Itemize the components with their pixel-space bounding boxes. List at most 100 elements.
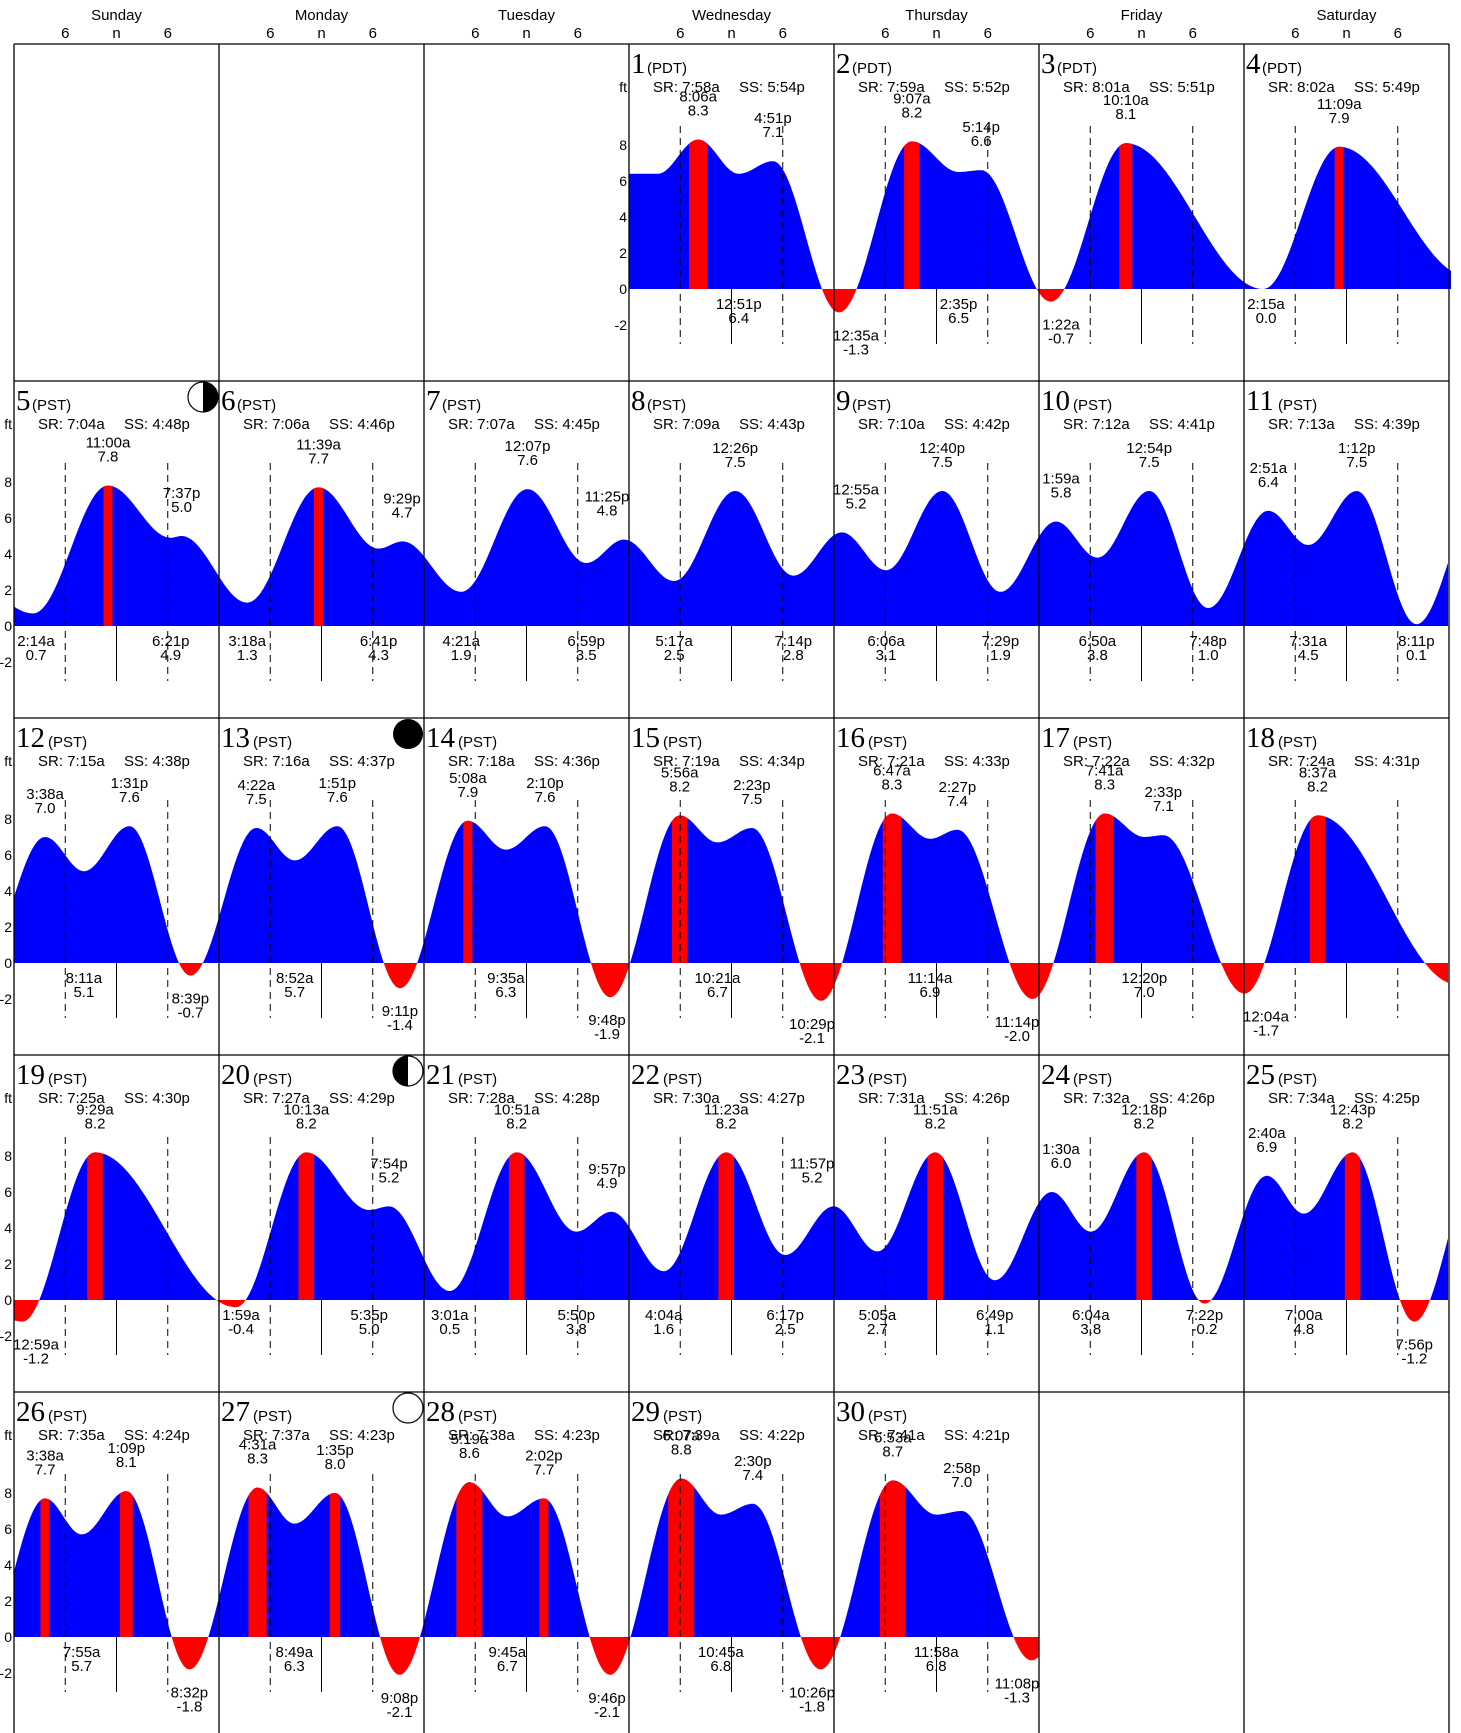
high-tide-height: 7.6 [535,789,556,806]
timezone-label: (PST) [647,397,686,414]
timezone-label: (PST) [458,1071,497,1088]
timezone-label: (PST) [852,397,891,414]
sunrise-time: SR: 8:01a [1063,79,1130,96]
day-number: 13 [221,722,250,754]
high-tide-time: 6:53a [874,1429,912,1446]
high-tide-height: 8.2 [1307,778,1328,795]
timezone-label: (PST) [48,734,87,751]
low-tide-time: 7:00a [1285,1307,1323,1324]
day-number: 22 [631,1059,660,1091]
low-tide-time: 12:51p [716,296,762,313]
high-tide-band [882,813,901,963]
high-tide-height: 7.5 [741,791,762,808]
low-tide-time: 8:39p [172,991,210,1008]
high-tide-time: 2:02p [525,1447,563,1464]
y-tick-label: 0 [4,1629,12,1645]
sunset-time: SS: 4:24p [124,1427,190,1444]
high-tide-height: 8.1 [116,1454,137,1471]
day-number: 14 [426,722,456,754]
y-tick-label: 6 [4,847,12,863]
low-tide-time: 4:21a [442,633,480,650]
day-number: 25 [1246,1059,1275,1091]
high-tide-time: 12:43p [1330,1101,1376,1118]
sunrise-time: SR: 7:04a [38,416,105,433]
timezone-label: (PST) [253,734,292,751]
weekday-label: Friday [1121,7,1163,24]
y-axis-unit: ft [4,753,12,769]
hour-tick-label: 6 [984,25,992,42]
low-tide-height: 6.3 [284,1658,305,1675]
high-tide-time: 4:31a [239,1437,277,1454]
high-tide-time: 2:30p [734,1453,772,1470]
high-tide-height: 7.4 [742,1467,763,1484]
y-axis-unit: ft [4,1090,12,1106]
high-tide-time: 1:35p [316,1442,354,1459]
low-tide-height: -1.9 [594,1026,620,1043]
day-number: 4 [1246,48,1261,80]
low-tide-height: 2.5 [664,647,685,664]
y-tick-label: 4 [4,1220,12,1236]
high-tide-height: 8.7 [882,1443,903,1460]
high-tide-band [103,485,113,626]
y-tick-label: 6 [4,1521,12,1537]
high-tide-height: 8.3 [1094,777,1115,794]
day-number: 19 [16,1059,45,1091]
day-number: 3 [1041,48,1056,80]
high-tide-height: 8.3 [247,1451,268,1468]
high-tide-height: 8.2 [925,1115,946,1132]
hour-tick-label: 6 [1086,25,1094,42]
low-tide-time: 9:46p [588,1690,626,1707]
low-tide-height: 6.8 [926,1658,947,1675]
sunrise-time: SR: 7:12a [1063,416,1130,433]
sunrise-time: SR: 7:37a [243,1427,310,1444]
day-number: 28 [426,1396,455,1428]
high-tide-height: 7.5 [725,454,746,471]
low-tide-height: 5.7 [71,1658,92,1675]
timezone-label: (PST) [442,397,481,414]
weekday-label: Saturday [1316,7,1377,24]
low-tide-time: 7:22p [1186,1307,1224,1324]
low-tide-height: 6.5 [948,310,969,327]
high-tide-time: 12:26p [712,440,758,457]
high-tide-time: 10:13a [283,1101,330,1118]
high-tide-height: 8.2 [669,778,690,795]
high-tide-band [456,1482,483,1637]
sunrise-time: SR: 7:07a [448,416,515,433]
high-tide-height: 4.9 [597,1175,618,1192]
sunrise-time: SR: 7:10a [858,416,925,433]
high-tide-time: 2:58p [943,1460,981,1477]
sunrise-time: SR: 7:16a [243,753,310,770]
calendar-grid [13,43,1450,1733]
high-tide-height: 7.6 [517,452,538,469]
low-tide-time: 3:18a [228,633,266,650]
high-tide-time: 12:55a [833,481,880,498]
y-tick-label: 2 [619,245,627,261]
low-tide-height: 5.0 [359,1321,380,1338]
sunrise-time: SR: 7:25a [38,1090,105,1107]
high-tide-time: 9:29p [383,490,421,507]
hour-tick-label: n [317,25,325,42]
high-tide-height: 7.8 [98,449,119,466]
high-tide-band [87,1152,103,1300]
y-tick-label: -2 [0,991,12,1007]
high-tide-height: 8.8 [671,1442,692,1459]
low-tide-time: 9:35a [487,970,525,987]
high-tide-height: 5.2 [802,1169,823,1186]
sunset-time: SS: 4:31p [1354,753,1420,770]
high-tide-time: 12:18p [1121,1101,1167,1118]
high-tide-band [671,815,688,963]
low-tide-time: 10:45a [698,1644,745,1661]
high-tide-time: 1:12p [1338,440,1376,457]
weekday-label: Sunday [91,7,142,24]
high-tide-band [879,1480,906,1637]
timezone-label: (PST) [458,734,497,751]
sunset-time: SS: 5:54p [739,79,805,96]
sunset-time: SS: 5:52p [944,79,1010,96]
hour-tick-label: n [112,25,120,42]
high-tide-height: 7.1 [762,124,783,141]
low-tide-time: 6:04a [1072,1307,1110,1324]
low-tide-height: -0.4 [228,1321,254,1338]
sunrise-time: SR: 7:28a [448,1090,515,1107]
